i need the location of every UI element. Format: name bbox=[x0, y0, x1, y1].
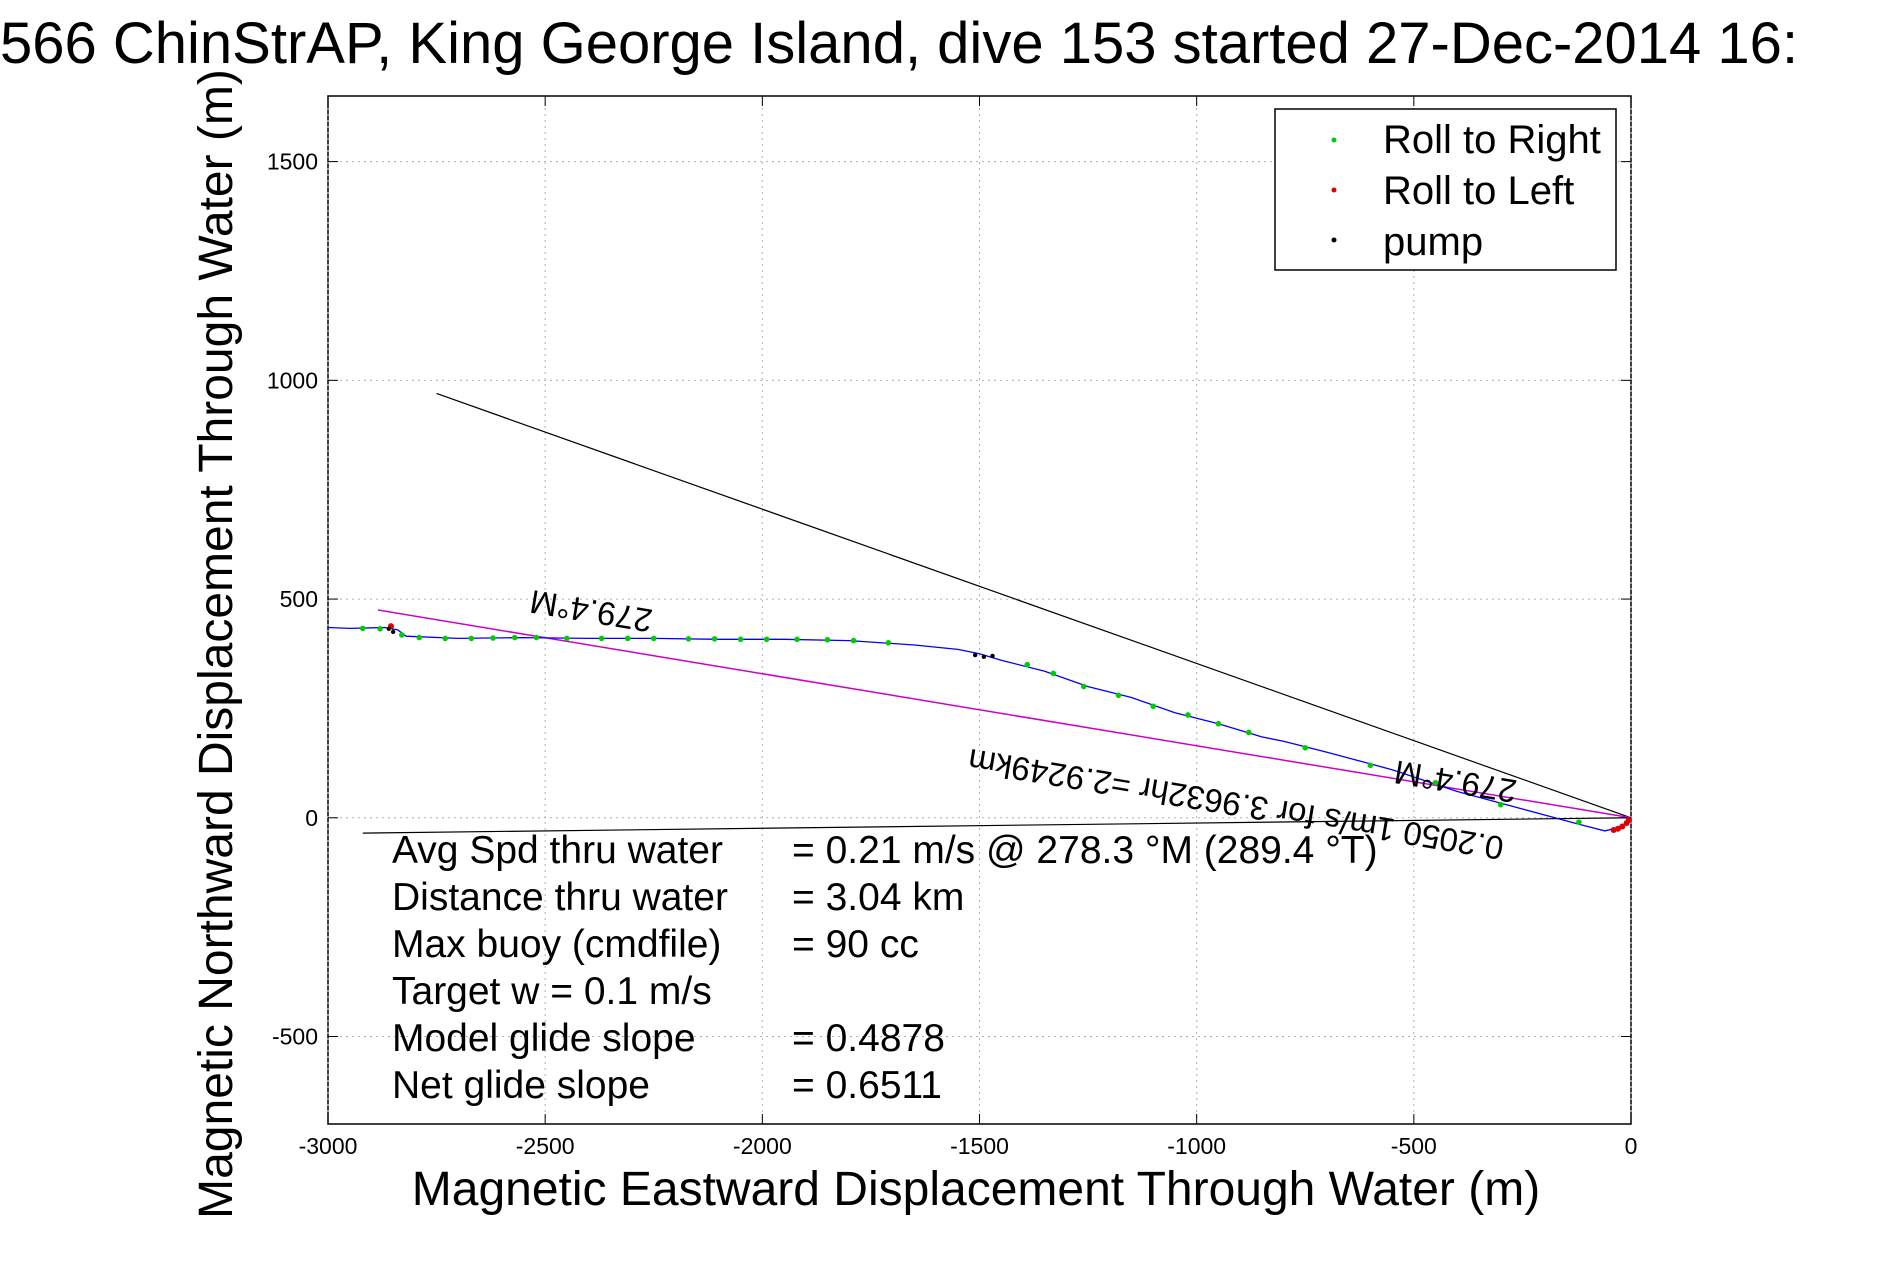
y-tick-label: -500 bbox=[272, 1024, 318, 1050]
roll-right-point bbox=[1185, 712, 1191, 718]
x-tick-label: -500 bbox=[1391, 1133, 1437, 1159]
y-axis-label: Magnetic Northward Displacement Through … bbox=[190, 69, 243, 1219]
roll-left-point bbox=[1610, 827, 1617, 834]
x-tick-label: -2000 bbox=[733, 1133, 792, 1159]
x-tick-label: 0 bbox=[1625, 1133, 1638, 1159]
roll-right-point bbox=[442, 635, 449, 642]
stat-value-net-glide: = 0.6511 bbox=[792, 1064, 942, 1107]
roll-right-point bbox=[1150, 703, 1157, 710]
track-line bbox=[327, 626, 1632, 832]
legend-label-roll-right: Roll to Right bbox=[1383, 118, 1601, 162]
roll-right-point bbox=[1576, 819, 1582, 825]
roll-right-point bbox=[1245, 729, 1252, 736]
stat-label-avg-speed: Avg Spd thru water bbox=[392, 829, 723, 872]
pump-point bbox=[386, 626, 392, 632]
legend-marker-roll-left bbox=[1331, 187, 1337, 193]
roll-right-point bbox=[564, 635, 570, 642]
roll-right-point bbox=[1432, 779, 1439, 786]
roll-right-point bbox=[763, 636, 770, 643]
roll-right-point bbox=[1050, 670, 1057, 677]
y-tick-label: 1500 bbox=[267, 149, 318, 175]
roll-right-point bbox=[794, 636, 800, 643]
stats-block: Avg Spd thru water = 0.21 m/s @ 278.3 °M… bbox=[392, 829, 1378, 1107]
roll-right-point bbox=[1024, 661, 1031, 668]
legend-marker-pump bbox=[1331, 237, 1337, 243]
roll-right-point bbox=[1215, 720, 1222, 727]
stat-value-model-glide: = 0.4878 bbox=[792, 1017, 945, 1060]
pump-point bbox=[990, 653, 995, 659]
y-tick-label: 0 bbox=[305, 805, 318, 831]
x-tick-label: -1500 bbox=[950, 1133, 1009, 1159]
roll-right-point bbox=[598, 635, 605, 642]
pump-point bbox=[390, 629, 396, 635]
roll-right-point bbox=[1115, 692, 1122, 699]
pump-point bbox=[972, 652, 978, 658]
roll-right-point bbox=[533, 634, 540, 641]
roll-right-point bbox=[711, 636, 718, 642]
stat-label-max-buoy: Max buoy (cmdfile) bbox=[392, 923, 721, 966]
roll-right-point bbox=[468, 635, 475, 642]
roll-right-point bbox=[1302, 744, 1309, 751]
x-tick-label: -1000 bbox=[1167, 1133, 1226, 1159]
roll-left-point bbox=[1623, 820, 1630, 827]
net-line bbox=[377, 609, 1632, 819]
roll-right-point bbox=[490, 635, 496, 641]
heading-line bbox=[436, 392, 1632, 819]
roll-right-point bbox=[359, 625, 366, 632]
roll-right-point bbox=[1367, 762, 1374, 769]
stat-value-avg-speed: = 0.21 m/s @ 278.3 °M (289.4 °T) bbox=[792, 829, 1378, 872]
roll-right-point bbox=[511, 634, 518, 641]
x-tick-label: -3000 bbox=[299, 1133, 358, 1159]
pump-point bbox=[981, 654, 987, 660]
legend-label-pump: pump bbox=[1383, 220, 1483, 264]
roll-right-point bbox=[685, 636, 692, 642]
roll-right-point bbox=[650, 635, 657, 642]
legend: Roll to Right Roll to Left pump bbox=[1274, 108, 1617, 271]
legend-label-roll-left: Roll to Left bbox=[1383, 169, 1574, 213]
baseline-line bbox=[362, 817, 1632, 834]
roll-right-point bbox=[1080, 683, 1087, 690]
legend-marker-roll-right bbox=[1331, 137, 1337, 143]
roll-right-point bbox=[824, 636, 831, 643]
axis-ticks: -3000 -2500 -2000 -1500 -1000 -500 0 -500 0 500 10… bbox=[267, 96, 1638, 1159]
roll-right-point bbox=[624, 635, 631, 642]
stat-label-model-glide: Model glide slope bbox=[392, 1017, 696, 1060]
y-tick-label: 500 bbox=[280, 586, 318, 612]
x-tick-label: -2500 bbox=[516, 1133, 575, 1159]
grid-lines bbox=[327, 96, 1632, 1124]
roll-right-point bbox=[1497, 801, 1504, 808]
stat-label-target-w: Target w = 0.1 m/s bbox=[392, 970, 712, 1013]
stat-value-distance: = 3.04 km bbox=[792, 876, 964, 919]
y-tick-label: 1000 bbox=[267, 367, 318, 393]
stat-label-net-glide: Net glide slope bbox=[392, 1064, 650, 1107]
stat-label-distance: Distance thru water bbox=[392, 876, 728, 919]
roll-right-point bbox=[377, 626, 383, 632]
roll-right-point bbox=[850, 637, 857, 644]
chart-title: 566 ChinStrAP, King George Island, dive … bbox=[0, 11, 1798, 76]
roll-right-point bbox=[399, 632, 405, 638]
x-axis-label: Magnetic Eastward Displacement Through W… bbox=[412, 1163, 1540, 1216]
roll-right-point bbox=[737, 636, 744, 643]
stat-value-max-buoy: = 90 cc bbox=[792, 923, 919, 966]
roll-right-point bbox=[885, 640, 892, 646]
roll-right-point bbox=[416, 634, 423, 641]
